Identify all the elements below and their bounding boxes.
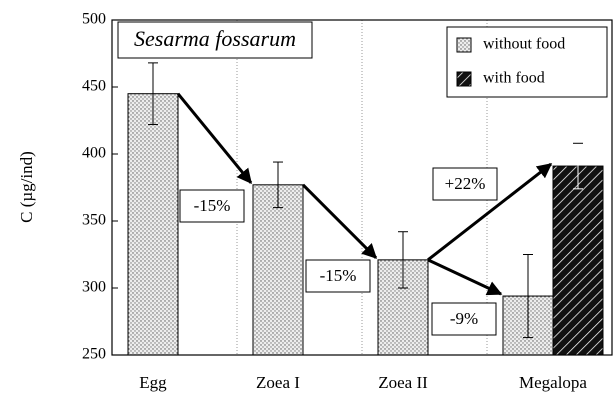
- y-tick-label: 500: [82, 11, 106, 28]
- plot-frame: [111, 19, 613, 356]
- annotation: -9%: [450, 309, 478, 328]
- arrow: [427, 162, 553, 262]
- y-tick-label: 450: [82, 78, 106, 95]
- annotation: -15%: [194, 196, 231, 215]
- bar: [552, 165, 604, 356]
- chart-title: Sesarma fossarum: [134, 26, 296, 51]
- title-box: [117, 21, 313, 59]
- annotation-box: [179, 189, 245, 223]
- y-axis-label: C (µg/ind): [17, 151, 36, 223]
- legend-label: with food: [483, 70, 545, 87]
- arrow: [301, 183, 378, 259]
- y-tick-label: 250: [82, 346, 106, 363]
- bar: [127, 93, 179, 356]
- y-tick-label: 300: [82, 279, 106, 296]
- x-tick-label: Egg: [139, 373, 167, 392]
- arrow: [427, 258, 503, 296]
- bar: [252, 184, 304, 356]
- x-tick-label: Zoea II: [378, 373, 428, 392]
- annotation: -15%: [320, 266, 357, 285]
- legend-swatch: [456, 71, 472, 87]
- annotation-box: [305, 259, 371, 293]
- legend-box: [446, 26, 608, 98]
- y-tick-label: 350: [82, 212, 106, 229]
- arrow: [176, 92, 253, 184]
- annotation: +22%: [445, 174, 486, 193]
- x-tick-label: Megalopa: [519, 373, 587, 392]
- legend-label: without food: [483, 36, 565, 53]
- x-tick-label: Zoea I: [256, 373, 300, 392]
- annotation-box: [431, 302, 497, 336]
- legend-swatch: [456, 37, 472, 53]
- annotation-box: [432, 167, 498, 201]
- y-tick-label: 400: [82, 145, 106, 162]
